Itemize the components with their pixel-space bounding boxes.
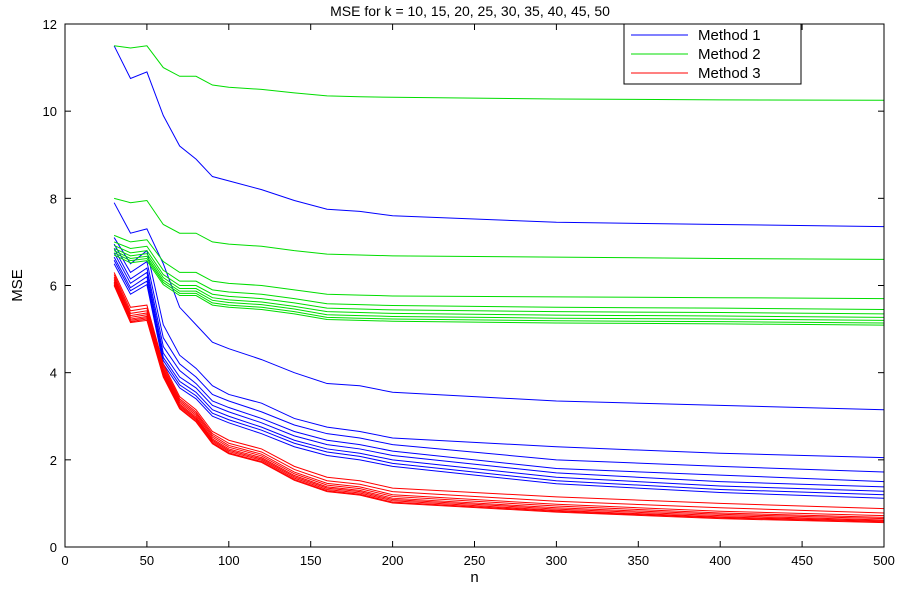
chart-title: MSE for k = 10, 15, 20, 25, 30, 35, 40, … xyxy=(330,3,610,19)
y-tick-label: 6 xyxy=(50,279,57,294)
series-line-16 xyxy=(113,250,885,321)
y-tick-label: 8 xyxy=(50,191,57,206)
x-tick-label: 450 xyxy=(791,553,813,568)
x-tick-label: 200 xyxy=(382,553,404,568)
series-line-1 xyxy=(113,45,885,228)
series-line-19 xyxy=(113,272,885,510)
x-tick-label: 300 xyxy=(546,553,568,568)
series-line-7 xyxy=(113,256,885,492)
y-axis-label: MSE xyxy=(9,269,26,302)
series-line-27 xyxy=(113,285,885,524)
legend-entries: Method 1 Method 2 Method 3 xyxy=(631,27,761,82)
x-axis-label: n xyxy=(470,569,478,586)
x-tick-label: 50 xyxy=(140,553,154,568)
series-line-6 xyxy=(113,252,885,488)
series-line-2 xyxy=(113,202,885,411)
y-tick-label: 0 xyxy=(50,540,57,555)
series-line-4 xyxy=(113,243,885,473)
y-tick-label: 10 xyxy=(43,104,57,119)
x-tick-label: 350 xyxy=(627,553,649,568)
series-line-20 xyxy=(113,274,885,514)
y-tick-label: 4 xyxy=(50,366,57,381)
series-line-9 xyxy=(113,263,885,499)
x-axis: 0 50 100 150 200 250 300 350 400 450 500 xyxy=(61,24,895,568)
legend-label: Method 1 xyxy=(698,27,761,44)
series-line-21 xyxy=(113,276,885,517)
series-line-17 xyxy=(113,252,885,324)
legend-label: Method 3 xyxy=(698,65,761,82)
series-line-11 xyxy=(114,197,885,260)
x-tick-label: 100 xyxy=(218,553,240,568)
x-tick-label: 250 xyxy=(464,553,486,568)
y-tick-label: 12 xyxy=(43,17,57,32)
series-layer xyxy=(113,45,885,524)
series-line-15 xyxy=(113,247,885,318)
y-tick-label: 2 xyxy=(50,453,57,468)
series-line-12 xyxy=(113,234,885,300)
x-tick-label: 400 xyxy=(709,553,731,568)
legend: Method 1 Method 2 Method 3 xyxy=(623,23,802,85)
x-tick-label: 150 xyxy=(300,553,322,568)
x-tick-label: 500 xyxy=(873,553,895,568)
series-line-8 xyxy=(113,259,885,496)
series-line-3 xyxy=(113,237,885,459)
series-line-13 xyxy=(113,241,885,310)
legend-label: Method 2 xyxy=(698,46,761,63)
series-line-5 xyxy=(113,248,885,483)
series-line-14 xyxy=(113,244,885,315)
series-line-18 xyxy=(113,254,885,326)
series-line-10 xyxy=(114,45,885,101)
y-axis: 0 2 4 6 8 10 12 xyxy=(43,17,884,555)
x-tick-label: 0 xyxy=(61,553,68,568)
